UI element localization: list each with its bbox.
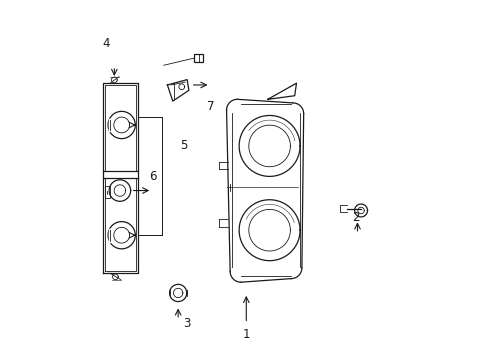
Text: 3: 3 (183, 317, 190, 330)
Text: 7: 7 (206, 100, 214, 113)
Text: 4: 4 (102, 37, 110, 50)
FancyBboxPatch shape (194, 54, 203, 62)
Text: 2: 2 (351, 211, 359, 224)
Text: 1: 1 (242, 328, 249, 341)
Text: 5: 5 (180, 139, 187, 152)
Text: 6: 6 (149, 170, 157, 183)
FancyBboxPatch shape (104, 186, 109, 198)
